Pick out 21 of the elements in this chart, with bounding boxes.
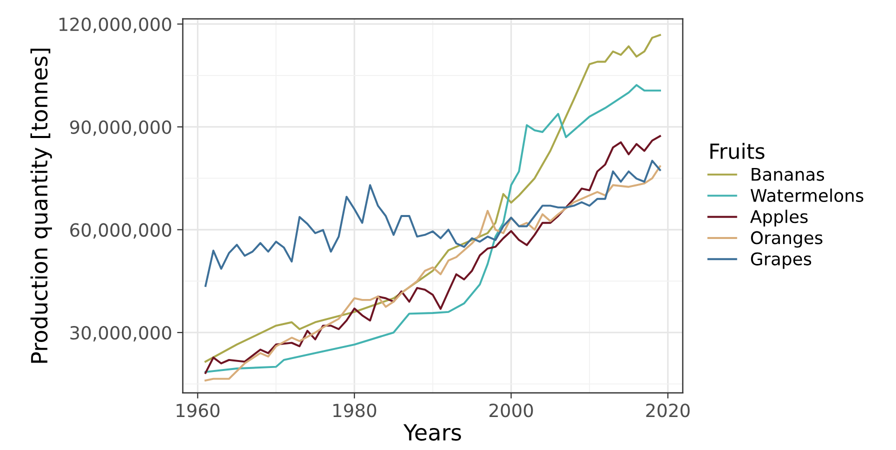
line-series [204,84,661,373]
x-tick-label: 2020 [646,404,690,418]
legend-title: Fruits [710,142,764,160]
legend-label: Grapes [751,252,812,269]
y-tick-label: 90,000,000 [70,120,172,136]
y-tick-label: 60,000,000 [70,223,172,239]
y-tick-label: 30,000,000 [70,326,172,342]
y-axis-title: Production quantity [tonnes] [30,48,52,363]
line-series [204,34,661,363]
legend-label: Apples [750,210,808,227]
line-series [204,165,661,382]
x-tick-label: 2000 [489,404,533,418]
y-tick-label: 120,000,000 [59,18,172,33]
legend-label: Watermelons [750,188,864,202]
x-axis-title: Years [403,424,461,441]
line-series [204,135,661,374]
x-tick-label: 1980 [333,404,376,418]
legend-label: Oranges [751,231,822,248]
legend-label: Bananas [752,168,824,181]
line-series [204,160,661,287]
x-tick-label: 1960 [176,404,220,418]
